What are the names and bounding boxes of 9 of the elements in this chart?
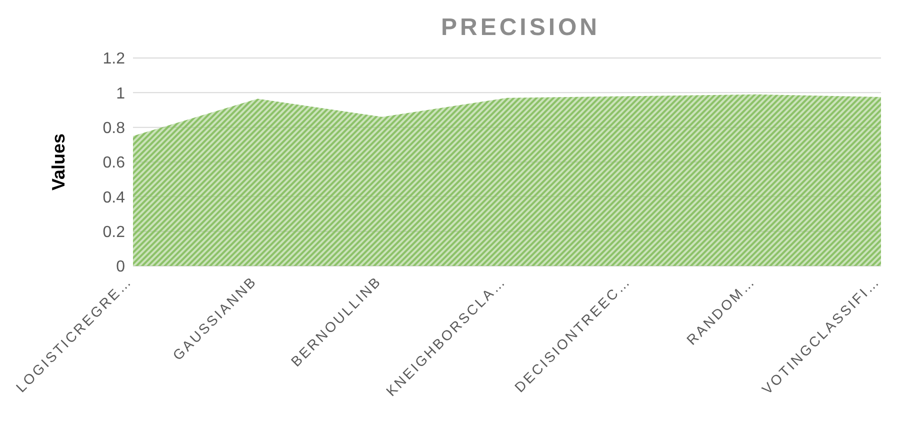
chart-title: PRECISION: [440, 13, 602, 43]
y-tick-label: 1: [116, 85, 126, 102]
y-tick-label: 1.2: [102, 50, 126, 68]
y-tick-label: 0.4: [102, 189, 126, 206]
y-tick-label: 0.6: [102, 154, 126, 172]
y-axis-title: Values: [48, 133, 68, 191]
y-tick-label: 0.2: [102, 224, 126, 242]
y-tick-label: 0.8: [102, 120, 126, 138]
y-tick-label: 0: [116, 258, 126, 276]
